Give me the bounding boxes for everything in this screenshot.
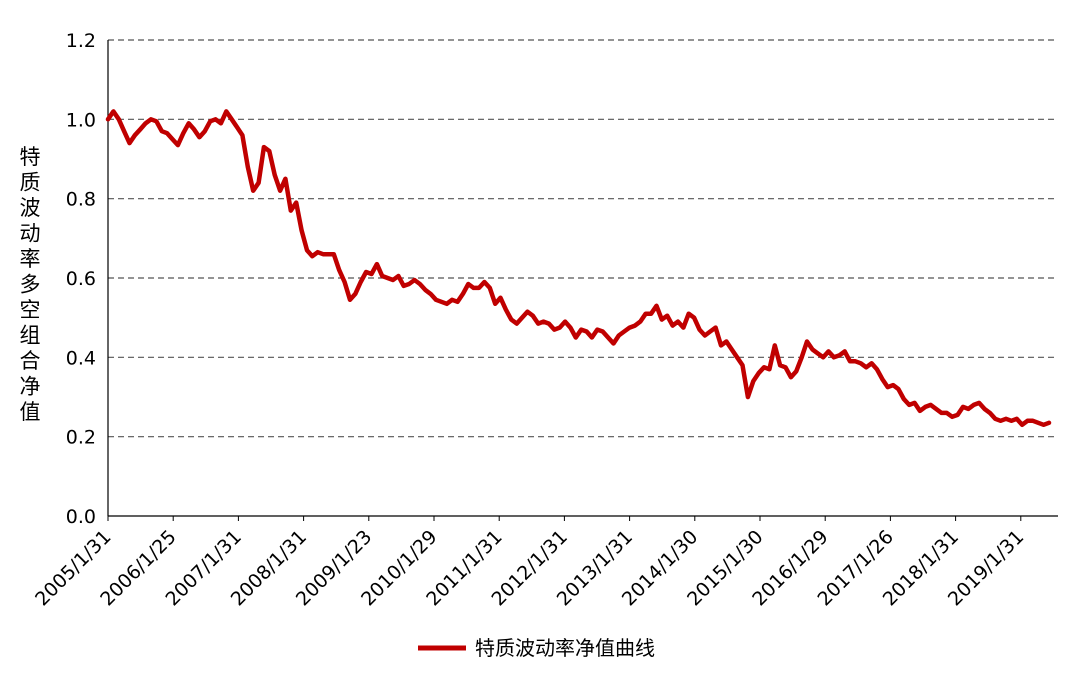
series-lines: [105, 109, 1052, 428]
y-tick-label: 0.2: [66, 427, 96, 449]
y-tick-label: 0.6: [66, 268, 96, 290]
y-tick-label: 0.0: [66, 506, 96, 528]
y-tick-labels: 0.0 0.2 0.4 0.6 0.8 1.0 1.2: [66, 30, 96, 528]
y-tick-label: 1.2: [66, 30, 96, 52]
y-axis-label: 特质波动率多空组合净值: [20, 145, 41, 424]
legend: 特质波动率净值曲线: [418, 636, 655, 660]
series-line-0: [105, 109, 1052, 428]
y-tick-label: 1.0: [66, 109, 96, 131]
y-tick-label: 0.8: [66, 189, 96, 211]
legend-label: 特质波动率净值曲线: [475, 636, 655, 660]
gridlines: [108, 39, 1058, 438]
y-tick-label: 0.4: [66, 347, 96, 369]
x-tick-labels: 2005/1/312006/1/252007/1/312008/1/312009…: [31, 516, 1028, 610]
